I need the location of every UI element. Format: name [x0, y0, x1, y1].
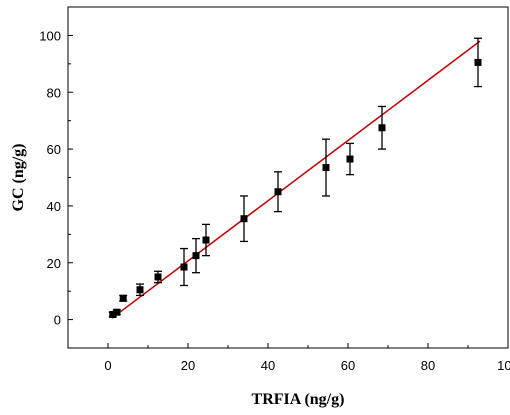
y-tick-label: 80 [47, 85, 61, 100]
data-point [113, 308, 121, 316]
data-point-group [192, 237, 200, 274]
data-point-group [202, 223, 210, 257]
data-point-group [136, 283, 144, 297]
data-point [154, 273, 162, 281]
data-point [202, 236, 210, 244]
x-tick-label: 0 [104, 358, 111, 373]
data-point [346, 155, 354, 163]
x-tick-label: 80 [421, 358, 435, 373]
y-tick-label: 100 [39, 28, 61, 43]
data-point [119, 294, 127, 302]
data-point-group [112, 308, 121, 316]
data-point-group [346, 142, 354, 176]
data-point-group [119, 294, 128, 302]
y-tick-label: 20 [47, 256, 61, 271]
y-tick-label: 0 [54, 313, 61, 328]
data-point-group [240, 195, 248, 243]
data-point [192, 252, 200, 260]
data-point-group [154, 270, 162, 284]
fit-line [111, 40, 481, 319]
data-point [378, 124, 386, 132]
x-tick-label: 60 [341, 358, 355, 373]
data-point-group [474, 37, 482, 88]
plot-border [67, 6, 509, 349]
data-point-group [322, 138, 330, 197]
data-point [274, 188, 282, 196]
y-axis-title: GC (ng/g) [10, 144, 27, 212]
fit-line-group [111, 40, 481, 319]
data-point-group [180, 247, 188, 287]
data-point [136, 286, 144, 294]
y-tick-label: 60 [47, 142, 61, 157]
x-tick-label: 20 [181, 358, 195, 373]
data-point-group [378, 105, 386, 150]
x-tick-label: 100 [497, 358, 510, 373]
x-axis-title: TRFIA (ng/g) [252, 391, 345, 408]
plot-frame [67, 6, 509, 349]
data-point-group [274, 171, 282, 213]
data-point [474, 58, 482, 66]
data-point [322, 164, 330, 172]
y-axis-ticks: 0 20 40 60 80 100 [39, 28, 73, 328]
x-axis-ticks: 0 20 40 60 80 100 [67, 343, 510, 373]
y-tick-label: 40 [47, 199, 61, 214]
data-point [180, 263, 188, 271]
x-tick-label: 40 [261, 358, 275, 373]
data-point [240, 215, 248, 223]
data-points [108, 37, 482, 318]
